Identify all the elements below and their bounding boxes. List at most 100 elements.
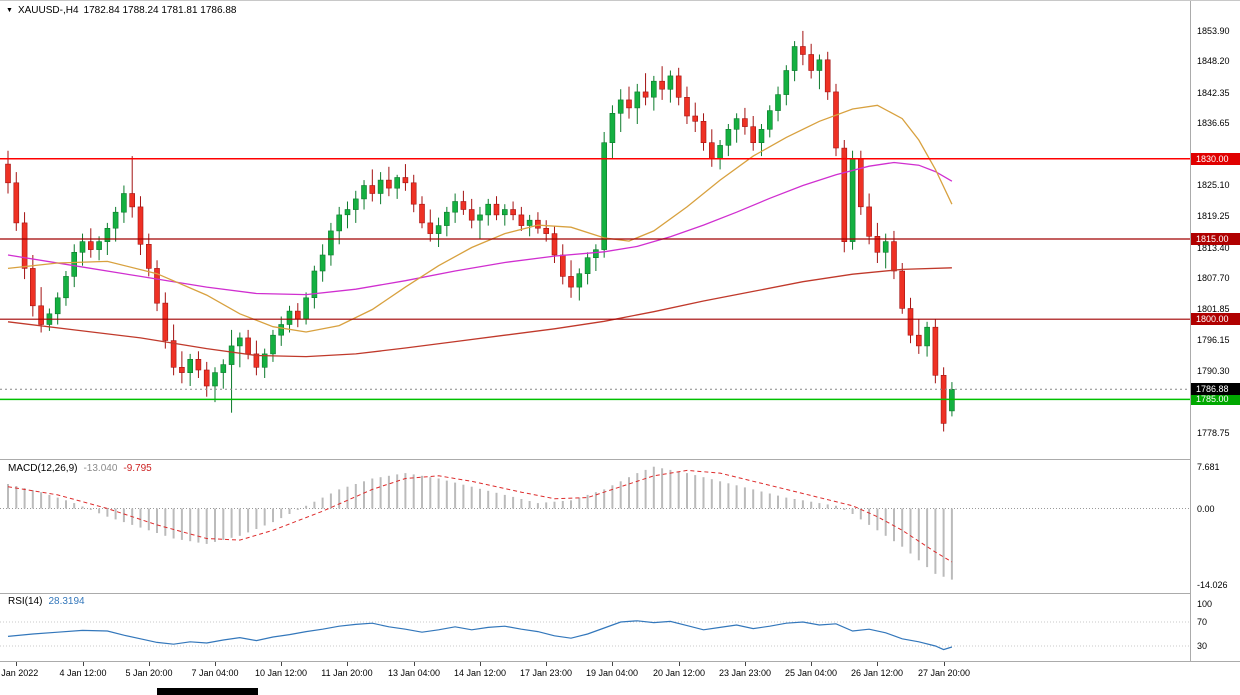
candle-body — [121, 193, 127, 213]
candle-body — [824, 59, 831, 93]
ma-mid-magenta — [7, 161, 953, 296]
candle-body — [386, 179, 392, 189]
candle-body — [402, 177, 409, 184]
candle-body — [717, 145, 723, 160]
time-axis-label: 17 Jan 23:00 — [519, 668, 573, 678]
time-axis-label: 19 Jan 04:00 — [585, 668, 639, 678]
candle-body — [344, 209, 351, 216]
candle-body — [584, 257, 591, 275]
price-axis-separator — [1190, 1, 1191, 661]
candle-body — [783, 70, 790, 95]
time-axis-tick — [281, 662, 282, 666]
main-chart-canvas[interactable] — [0, 1, 1190, 459]
price-axis-label: 1796.15 — [1197, 334, 1230, 345]
candle-body — [891, 241, 897, 272]
time-axis-tick — [612, 662, 613, 666]
price-level-badge: 1785.00 — [1190, 393, 1240, 405]
macd-value: -13.040 — [83, 463, 118, 474]
time-axis-label: 26 Jan 12:00 — [850, 668, 904, 678]
time-axis-label: 7 Jan 04:00 — [191, 668, 239, 678]
symbol-ohlc-readout: ▼ XAUUSD-,H4 1782.84 1788.24 1781.81 178… — [6, 5, 236, 16]
candle-body — [278, 324, 285, 336]
candle-body — [518, 214, 525, 226]
rsi-panel-separator[interactable] — [0, 593, 1240, 594]
candle-body — [800, 46, 806, 55]
candle-body — [377, 179, 384, 194]
price-axis-label: 1825.10 — [1197, 179, 1230, 190]
candle-body — [576, 273, 583, 288]
candle-body — [410, 182, 417, 205]
candle-body — [816, 59, 823, 71]
candle-body — [742, 118, 748, 127]
candle-body — [129, 193, 135, 208]
time-axis-label: 13 Jan 04:00 — [387, 668, 441, 678]
candle-body — [212, 372, 218, 387]
candle-body — [617, 99, 624, 114]
candle-body — [220, 364, 227, 373]
price-axis[interactable]: 1853.90 1848.20 1842.35 1836.65 1825.10 1819.… — [1190, 1, 1240, 661]
candle-body — [170, 340, 177, 368]
rsi-indicator-label: RSI(14) 28.3194 — [8, 596, 91, 607]
candle-body — [394, 177, 401, 189]
macd-signal-value: -9.795 — [123, 463, 152, 474]
candle-body — [659, 80, 665, 90]
candle-body — [435, 225, 442, 234]
time-axis-label: 3 Jan 2022 — [0, 668, 39, 678]
candle-body — [791, 46, 798, 71]
candle-body — [543, 228, 550, 234]
macd-name: MACD(12,26,9) — [8, 463, 78, 474]
candle-body — [634, 91, 641, 109]
candle-body — [857, 158, 864, 208]
symbol-period-label: XAUUSD-,H4 — [17, 5, 79, 16]
price-axis-label: 1778.75 — [1197, 427, 1230, 438]
candle-body — [485, 203, 492, 216]
candle-body — [493, 203, 500, 216]
macd-panel-separator[interactable] — [0, 459, 1240, 460]
candle-body — [866, 206, 872, 237]
price-level-badge: 1800.00 — [1190, 313, 1240, 325]
time-axis-tick — [944, 662, 945, 666]
candle-body — [924, 326, 930, 347]
macd-signal-line — [7, 469, 953, 563]
candle-body — [162, 302, 169, 341]
rsi-name: RSI(14) — [8, 596, 43, 607]
price-axis-label: 0.00 — [1197, 503, 1215, 514]
price-axis-label: 1813.40 — [1197, 242, 1230, 253]
time-axis[interactable]: 3 Jan 2022 4 Jan 12:00 5 Jan 20:00 7 Jan 04… — [0, 662, 1240, 687]
price-level-badge: 1815.00 — [1190, 233, 1240, 245]
candle-body — [228, 345, 235, 365]
candle-body — [328, 230, 334, 256]
candle-body — [54, 297, 61, 315]
candle-body — [932, 326, 939, 376]
candle-body — [758, 129, 765, 144]
candle-body — [29, 268, 36, 307]
time-axis-tick — [83, 662, 84, 666]
time-axis-tick — [480, 662, 481, 666]
time-axis-tick — [745, 662, 746, 666]
candle-body — [71, 252, 77, 277]
candle-body — [187, 358, 193, 373]
macd-panel-canvas[interactable] — [0, 460, 1190, 593]
symbol-dropdown-icon[interactable]: ▼ — [6, 6, 13, 14]
time-axis-label: 23 Jan 23:00 — [718, 668, 772, 678]
candle-body — [642, 91, 649, 98]
time-axis-tick — [149, 662, 150, 666]
current-price-badge: 1786.88 — [1190, 383, 1240, 395]
candle-body — [38, 305, 44, 325]
candle-body — [882, 241, 889, 253]
macd-indicator-label: MACD(12,26,9) -13.040 -9.795 — [8, 463, 158, 474]
time-axis-label: 5 Jan 20:00 — [125, 668, 173, 678]
candle-body — [899, 270, 906, 309]
candle-body — [319, 254, 326, 272]
candle-body — [96, 241, 102, 250]
candle-body — [808, 54, 815, 71]
candle-body — [245, 337, 251, 355]
ohlc-values: 1782.84 1788.24 1781.81 1786.88 — [83, 5, 237, 16]
candle-body — [154, 268, 160, 304]
candle-body — [452, 201, 458, 213]
candle-body — [874, 236, 881, 253]
rsi-panel-canvas[interactable] — [0, 594, 1190, 661]
candle-body — [443, 211, 450, 226]
time-axis-label: 27 Jan 20:00 — [917, 668, 971, 678]
price-axis-label: -14.026 — [1197, 579, 1228, 590]
